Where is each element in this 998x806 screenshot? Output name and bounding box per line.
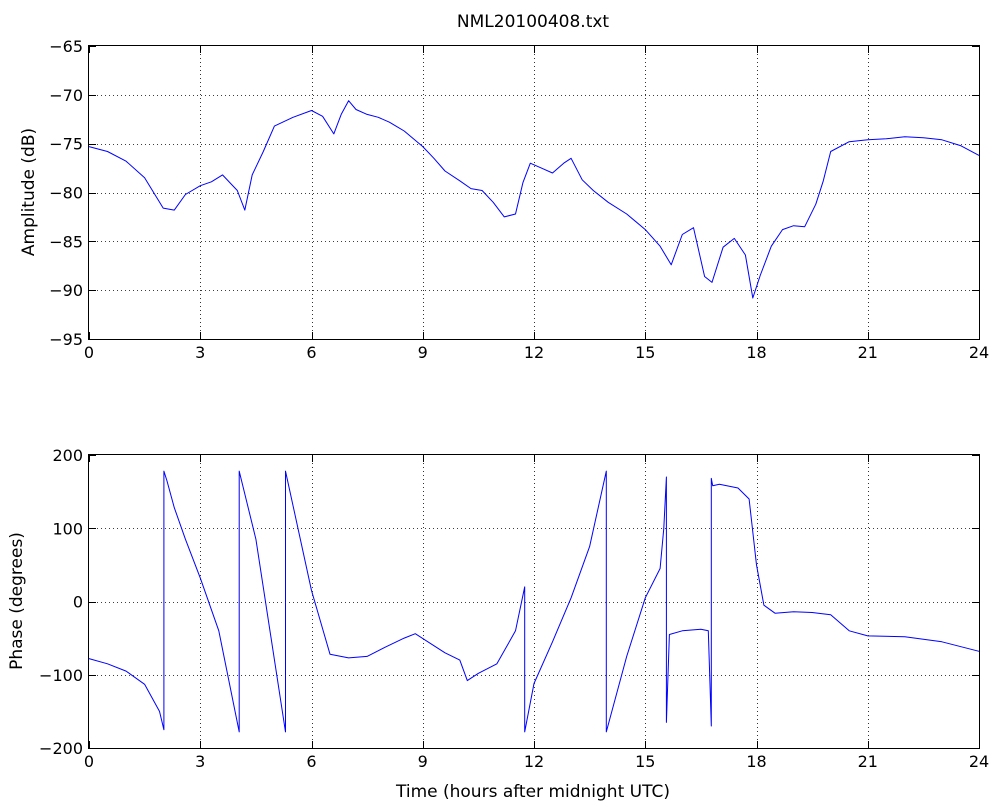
amplitude-y-axis-label: Amplitude (dB) [19, 128, 39, 256]
amplitude-panel: NML20100408.txt 0 3 6 9 12 15 18 21 24 −95 −90 −85 −… [19, 12, 989, 362]
amplitude-x-tick-label: 0 [84, 343, 94, 362]
phase-y-tick-label: 0 [73, 593, 83, 612]
phase-x-tick-label: 18 [746, 752, 766, 771]
amplitude-y-tick-label: −85 [49, 232, 83, 251]
amplitude-y-tick-label: −80 [49, 184, 83, 203]
phase-x-tick-label: 24 [969, 752, 989, 771]
amplitude-x-tick-label: 24 [969, 343, 989, 362]
phase-y-tick-label: 200 [52, 446, 83, 465]
amplitude-x-tick-label: 9 [418, 343, 428, 362]
phase-y-axis-label: Phase (degrees) [7, 532, 27, 670]
amplitude-y-tick-label: −70 [49, 86, 83, 105]
phase-x-tick-label: 21 [858, 752, 878, 771]
chart-title: NML20100408.txt [457, 12, 610, 32]
amplitude-series-line [88, 100, 980, 299]
phase-series-line [88, 470, 980, 733]
amplitude-x-tick-label: 15 [635, 343, 655, 362]
phase-panel: 0 3 6 9 12 15 18 21 24 −200 −100 0 100 200 Phase (deg… [7, 446, 989, 802]
phase-x-tick-label: 12 [524, 752, 544, 771]
amplitude-x-tick-label: 6 [306, 343, 316, 362]
amplitude-x-tick-label: 3 [195, 343, 205, 362]
phase-y-tick-label: −100 [39, 666, 83, 685]
phase-y-tick-label: 100 [52, 519, 83, 538]
phase-axes-frame [88, 454, 980, 749]
amplitude-x-tick-label: 21 [858, 343, 878, 362]
phase-y-tick-label: −200 [39, 739, 83, 758]
amplitude-y-tick-label: −90 [49, 281, 83, 300]
phase-x-tick-label: 3 [195, 752, 205, 771]
x-axis-label: Time (hours after midnight UTC) [395, 782, 670, 802]
amplitude-x-tick-label: 12 [524, 343, 544, 362]
amplitude-ticks: 0 3 6 9 12 15 18 21 24 −95 −90 −85 −80 −75 −70 −65 [49, 37, 989, 362]
amplitude-grid [89, 46, 979, 339]
phase-grid [89, 455, 979, 748]
amplitude-x-tick-label: 18 [746, 343, 766, 362]
phase-x-tick-label: 6 [306, 752, 316, 771]
amplitude-y-tick-label: −75 [49, 135, 83, 154]
phase-ticks: 0 3 6 9 12 15 18 21 24 −200 −100 0 100 200 [39, 446, 989, 771]
phase-x-tick-label: 9 [418, 752, 428, 771]
amplitude-y-tick-label: −95 [49, 330, 83, 349]
amplitude-axes-frame [88, 45, 980, 340]
phase-x-tick-label: 0 [84, 752, 94, 771]
phase-x-tick-label: 15 [635, 752, 655, 771]
amplitude-y-tick-label: −65 [49, 37, 83, 56]
